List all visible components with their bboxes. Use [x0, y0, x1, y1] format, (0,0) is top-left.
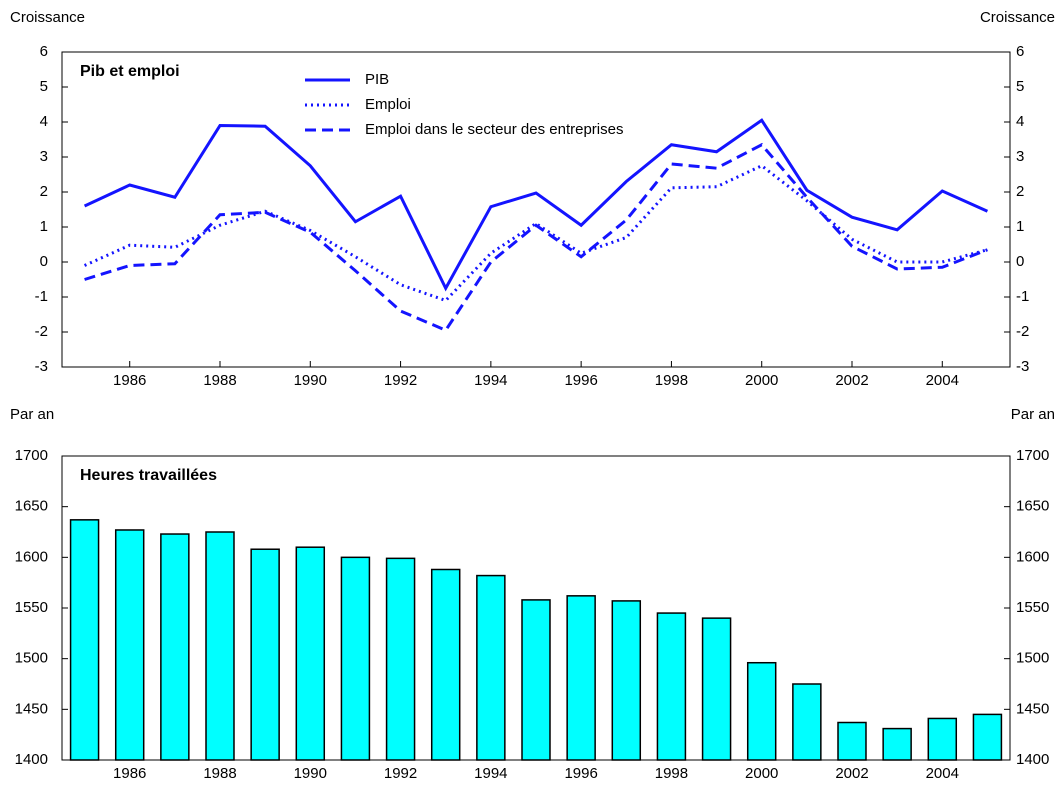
- bar: [295, 546, 326, 761]
- bar: [927, 717, 958, 761]
- y2-axis-label: Croissance: [980, 9, 1055, 26]
- plot-frame: [61, 455, 1011, 761]
- x-tick-label: 2000: [745, 372, 778, 389]
- x-tick-label: 1986: [113, 372, 146, 389]
- bar: [972, 713, 1003, 761]
- y-tick-label: 1500: [15, 650, 48, 667]
- bar: [521, 599, 551, 761]
- y-axis-label: Croissance: [10, 9, 85, 26]
- x-tick-label: 1996: [564, 372, 597, 389]
- y2-tick-label: 3: [1016, 148, 1024, 165]
- plot-frame: [61, 51, 1011, 368]
- x-tick-label: 1988: [203, 372, 236, 389]
- x-tick-label: 2002: [835, 765, 868, 782]
- x-tick-label: 1990: [294, 765, 327, 782]
- x-tick-label: 1990: [294, 372, 327, 389]
- y2-tick-label: 5: [1016, 78, 1024, 95]
- y2-tick-label: 1450: [1016, 700, 1049, 717]
- y2-tick-label: 6: [1016, 43, 1024, 60]
- y-tick-label: -1: [35, 288, 48, 305]
- y-tick-label: 1650: [15, 498, 48, 515]
- bar: [430, 568, 461, 761]
- x-tick-label: 2000: [745, 765, 778, 782]
- y-tick-label: 4: [40, 113, 48, 130]
- bar: [250, 548, 280, 761]
- y2-tick-label: 4: [1016, 113, 1024, 130]
- y-tick-label: -3: [35, 358, 48, 375]
- bar: [69, 519, 100, 761]
- bar: [701, 617, 732, 761]
- y-tick-label: 1: [40, 218, 48, 235]
- bar: [340, 556, 371, 761]
- x-tick-label: 2004: [926, 372, 959, 389]
- y-tick-label: 1600: [15, 548, 48, 565]
- bar: [611, 600, 642, 761]
- y-tick-label: 0: [40, 253, 48, 270]
- bar: [205, 531, 235, 761]
- y2-axis-label: Par an: [1011, 406, 1055, 423]
- legend-label: Emploi dans le secteur des entreprises: [365, 121, 623, 138]
- x-tick-label: 1998: [655, 372, 688, 389]
- y2-tick-label: 1550: [1016, 599, 1049, 616]
- y2-tick-label: -1: [1016, 288, 1029, 305]
- series-line: [84, 142, 988, 333]
- panel-title: Heures travaillées: [80, 467, 217, 484]
- panel-title: Pib et emploi: [80, 63, 180, 80]
- legend-label: Emploi: [365, 96, 411, 113]
- y2-tick-label: 0: [1016, 253, 1024, 270]
- x-tick-label: 1996: [564, 765, 597, 782]
- bar: [476, 574, 506, 761]
- y-tick-label: -2: [35, 323, 48, 340]
- y-tick-label: 5: [40, 78, 48, 95]
- y2-tick-label: 1: [1016, 218, 1024, 235]
- y-tick-label: 2: [40, 183, 48, 200]
- bar: [837, 721, 867, 761]
- y-tick-label: 3: [40, 148, 48, 165]
- y-tick-label: 1400: [15, 751, 48, 768]
- y2-tick-label: 1400: [1016, 751, 1049, 768]
- x-tick-label: 1992: [384, 372, 417, 389]
- x-tick-label: 2002: [835, 372, 868, 389]
- y-tick-label: 1550: [15, 599, 48, 616]
- bar: [882, 727, 912, 761]
- x-tick-label: 2004: [926, 765, 959, 782]
- bar: [114, 529, 145, 761]
- y-tick-label: 1450: [15, 700, 48, 717]
- y2-tick-label: 1700: [1016, 447, 1049, 464]
- y-axis-label: Par an: [10, 406, 54, 423]
- x-tick-label: 1998: [655, 765, 688, 782]
- bar: [656, 612, 687, 761]
- legend-label: PIB: [365, 71, 389, 88]
- y2-tick-label: 1500: [1016, 650, 1049, 667]
- y2-tick-label: -3: [1016, 358, 1029, 375]
- y-tick-label: 6: [40, 43, 48, 60]
- y2-tick-label: 2: [1016, 183, 1024, 200]
- series-line: [83, 164, 988, 303]
- bar: [385, 557, 416, 761]
- x-tick-label: 1994: [474, 765, 507, 782]
- y2-tick-label: 1600: [1016, 548, 1049, 565]
- bar: [746, 661, 777, 761]
- x-tick-label: 1986: [113, 765, 146, 782]
- bar: [160, 533, 190, 761]
- y2-tick-label: 1650: [1016, 498, 1049, 515]
- x-tick-label: 1994: [474, 372, 507, 389]
- bar: [792, 683, 822, 761]
- y-tick-label: 1700: [15, 447, 48, 464]
- x-tick-label: 1992: [384, 765, 417, 782]
- series-line: [83, 118, 989, 292]
- y2-tick-label: -2: [1016, 323, 1029, 340]
- x-tick-label: 1988: [203, 765, 236, 782]
- bar: [566, 595, 596, 761]
